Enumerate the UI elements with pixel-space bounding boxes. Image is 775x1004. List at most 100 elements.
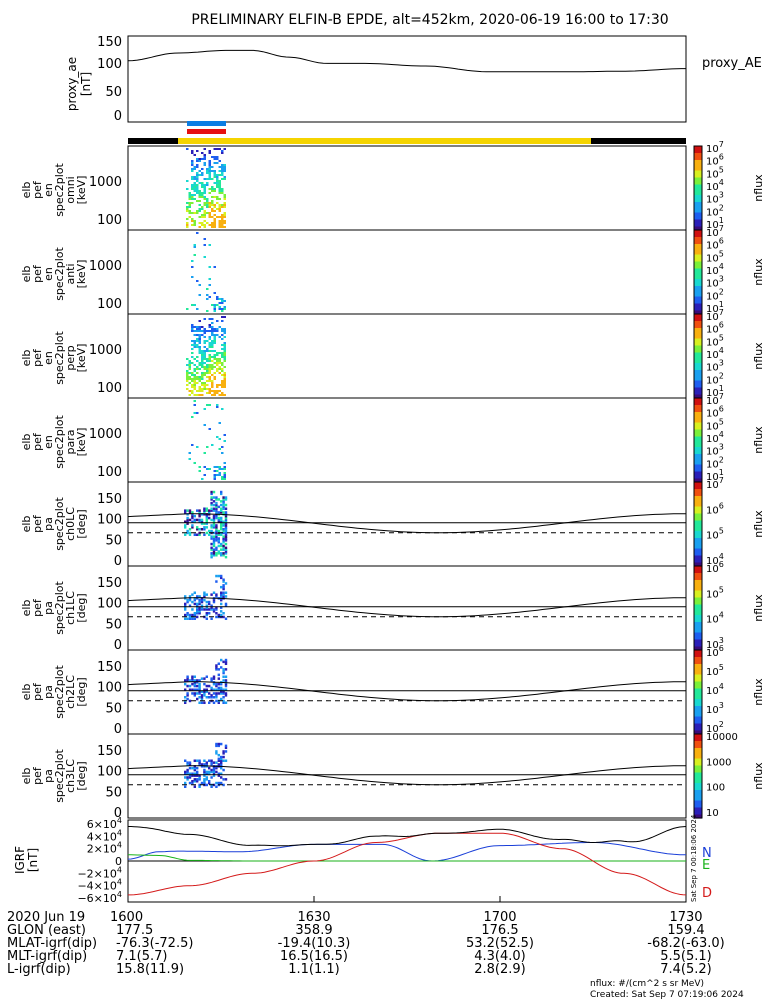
energy-tick-label: 100 <box>97 381 122 396</box>
colorbar-tick-label-exponent: 5 <box>719 417 724 426</box>
spectrogram-cell <box>196 697 199 701</box>
spectrogram-cell <box>223 352 226 354</box>
spectrogram-cell <box>208 162 211 164</box>
colorbar-tick-label-exponent: 3 <box>719 359 724 368</box>
colorbar-band <box>694 286 702 291</box>
spectrogram-cell <box>196 692 199 695</box>
spectrogram-cell <box>193 380 196 382</box>
spectrogram-cell <box>203 778 206 781</box>
spectrogram-cell <box>213 356 216 358</box>
spectrogram-cell <box>216 384 219 386</box>
spectrogram-cell <box>218 336 221 338</box>
spectrogram-cell <box>213 340 216 342</box>
spectrogram-cell <box>223 346 226 348</box>
ephemeris-value: 15.8(11.9) <box>116 962 184 977</box>
spectrogram-cell <box>208 468 211 470</box>
spectrogram-cell <box>208 376 211 378</box>
spectrogram-cell <box>218 368 221 370</box>
colorbar-band <box>694 415 702 420</box>
spectrogram-cell <box>212 524 216 527</box>
pa-ylabel-line: ch0LC <box>64 507 77 541</box>
spectrogram-cell <box>224 668 228 671</box>
spectrogram-cell <box>206 288 209 290</box>
spectrogram-cell <box>213 188 216 190</box>
spectrogram-cell <box>188 595 192 598</box>
spectrogram-cell <box>221 224 224 226</box>
spectrogram-cell <box>198 346 201 348</box>
spectrogram-cell <box>203 382 206 384</box>
spectrogram-cell <box>198 364 201 366</box>
colorbar-band <box>694 790 702 795</box>
colorbar-band <box>694 475 702 480</box>
colorbar-band <box>694 590 702 595</box>
spectrogram-cell <box>203 591 206 594</box>
spectrogram-cell <box>198 761 201 764</box>
spectrogram-cell <box>208 152 211 154</box>
spectrogram-cell <box>213 350 216 352</box>
colorbar-band <box>694 160 702 165</box>
spectrogram-cell <box>191 372 194 374</box>
spectrogram-cell <box>215 503 218 507</box>
spectrogram-cell <box>222 554 225 557</box>
spectrogram-cell <box>217 613 220 617</box>
spectrogram-cell <box>200 677 204 680</box>
spectrogram-cell <box>203 340 206 342</box>
spectrogram-cell <box>184 602 187 606</box>
spectrogram-cell <box>193 774 196 777</box>
spectrogram-cell <box>211 350 214 352</box>
igrf-tick-label: −2×104 <box>77 865 122 880</box>
spectrogram-cell <box>200 701 204 704</box>
pa-panel-frame <box>127 733 687 819</box>
spectrogram-cell <box>193 612 196 615</box>
spectrogram-cell <box>224 550 228 553</box>
spectrogram-cell <box>224 511 228 514</box>
spectrogram-cell <box>198 196 201 198</box>
colorbar-tick-label-exponent: 2 <box>719 720 724 729</box>
energy-tick-label: 100 <box>97 465 122 480</box>
spectrogram-cell <box>217 520 220 523</box>
spectrogram-cell <box>201 360 204 362</box>
spectrogram-cell <box>223 372 226 374</box>
ephemeris-table: GLON (east) 177.5 358.9 176.5 159.4MLAT-igrf… <box>7 923 725 977</box>
spectrogram-cell <box>201 330 204 332</box>
spectrogram-cell <box>218 224 221 226</box>
spectrogram-cell <box>198 598 201 602</box>
colorbar-band <box>694 615 702 620</box>
ephemeris-label: MLAT-igrf(dip) <box>7 936 97 951</box>
colorbar-band <box>694 779 702 784</box>
spectrogram-cell <box>216 330 219 332</box>
spectrogram-cell <box>191 168 194 170</box>
spectrogram-cell <box>211 156 214 158</box>
spectrogram-cell <box>191 384 194 386</box>
spectrogram-cell <box>196 334 199 336</box>
spectrogram-cell <box>186 516 189 520</box>
colorbar-band <box>694 692 702 697</box>
spectrogram-cell <box>188 204 191 206</box>
spectrogram-cell <box>184 509 187 512</box>
spectrogram-cell <box>213 476 216 478</box>
spectrogram-cell <box>196 308 199 310</box>
spectrogram-cell <box>212 550 216 553</box>
spectrogram-cell <box>205 613 208 617</box>
colorbar-band <box>694 195 702 200</box>
spectrogram-cell <box>188 528 192 531</box>
spectrogram-cell <box>217 539 220 542</box>
spectrogram-cell <box>223 226 226 228</box>
spectrogram-cell <box>200 522 204 525</box>
spectrogram-cell <box>186 358 189 360</box>
spectrogram-cell <box>224 617 228 620</box>
spectrogram-cell <box>208 318 211 320</box>
ae-tick-label: 150 <box>97 35 122 50</box>
energy-ylabel-line: en <box>42 435 55 449</box>
spectrogram-cell <box>191 608 194 611</box>
colorbar-band <box>694 541 702 546</box>
spectrogram-cell <box>222 496 225 499</box>
spectrogram-cell <box>205 770 208 774</box>
igrf-ylabel-line1: IGRF <box>13 846 27 874</box>
spectrogram-cell <box>200 781 204 785</box>
spectrogram-cell <box>208 206 211 208</box>
colorbar-tick-label-exponent: 1 <box>719 300 724 309</box>
pa-ylabel-line: spec2plot <box>53 749 66 803</box>
spectrogram-cell <box>222 511 225 514</box>
pa-tick-label: 100 <box>97 681 122 696</box>
